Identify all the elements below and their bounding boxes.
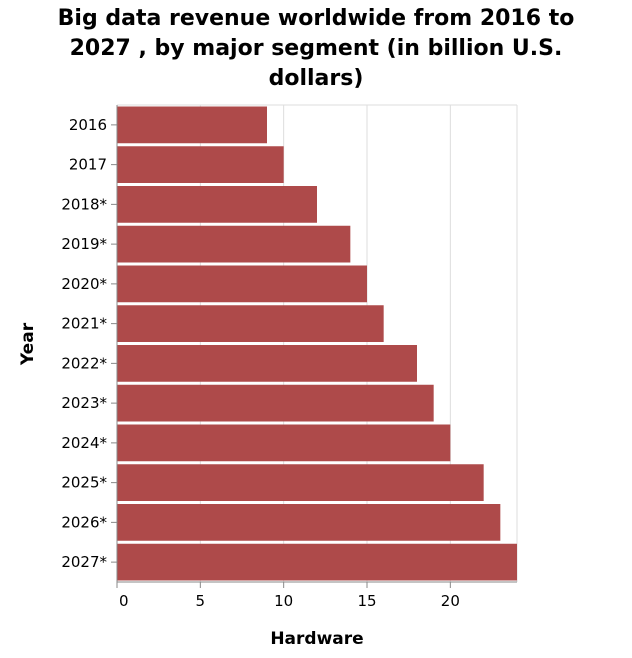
bar-2016 (117, 106, 267, 144)
y-tick-label-2027-est: 2027* (61, 553, 107, 571)
y-tick-label-2026-est: 2026* (61, 513, 107, 531)
x-axis-title: Hardware (270, 629, 363, 649)
x-tick-label-20: 20 (441, 592, 460, 610)
bar-2021-est (117, 305, 384, 342)
x-tick-label-5: 5 (196, 592, 206, 610)
title-line-2: 2027 , by major segment (in billion U.S. (69, 36, 563, 61)
y-tick-label-2016: 2016 (69, 116, 107, 134)
x-tick-label-0: 0 (119, 592, 129, 610)
y-tick-label-2017: 2017 (69, 156, 107, 174)
y-tick-label-2021-est: 2021* (61, 315, 107, 333)
axes: 2016 2017 2018* 2019* 2020* 2021* 2022* 2023* 20… (61, 105, 517, 610)
grid-lines (117, 104, 518, 582)
x-tick-label-15: 15 (357, 592, 376, 610)
bar-2017 (117, 146, 284, 183)
bar-2027-est (117, 543, 517, 581)
bar-2019-est (117, 225, 351, 263)
bar-2024-est (117, 424, 451, 462)
bar-2020-est (117, 265, 367, 303)
y-tick-label-2022-est: 2022* (61, 354, 107, 372)
y-tick-label-2025-est: 2025* (61, 474, 107, 492)
bar-2018-est (117, 186, 317, 223)
bars (117, 106, 517, 581)
y-axis-title: Year (18, 322, 38, 366)
y-tick-label-2020-est: 2020* (61, 275, 107, 293)
y-tick-label-2024-est: 2024* (61, 434, 107, 452)
bar-2022-est (117, 345, 417, 382)
title-line-3: dollars) (268, 66, 364, 91)
title-line-1: Big data revenue worldwide from 2016 to (57, 6, 575, 31)
y-tick-label-2018-est: 2018* (61, 195, 107, 213)
y-tick-label-2019-est: 2019* (61, 235, 107, 253)
bar-2025-est (117, 464, 484, 501)
bar-2023-est (117, 384, 434, 422)
chart-title: Big data revenue worldwide from 2016 to … (0, 4, 632, 94)
y-tick-label-2023-est: 2023* (61, 394, 107, 412)
x-tick-label-10: 10 (274, 592, 293, 610)
bar-2026-est (117, 504, 501, 541)
